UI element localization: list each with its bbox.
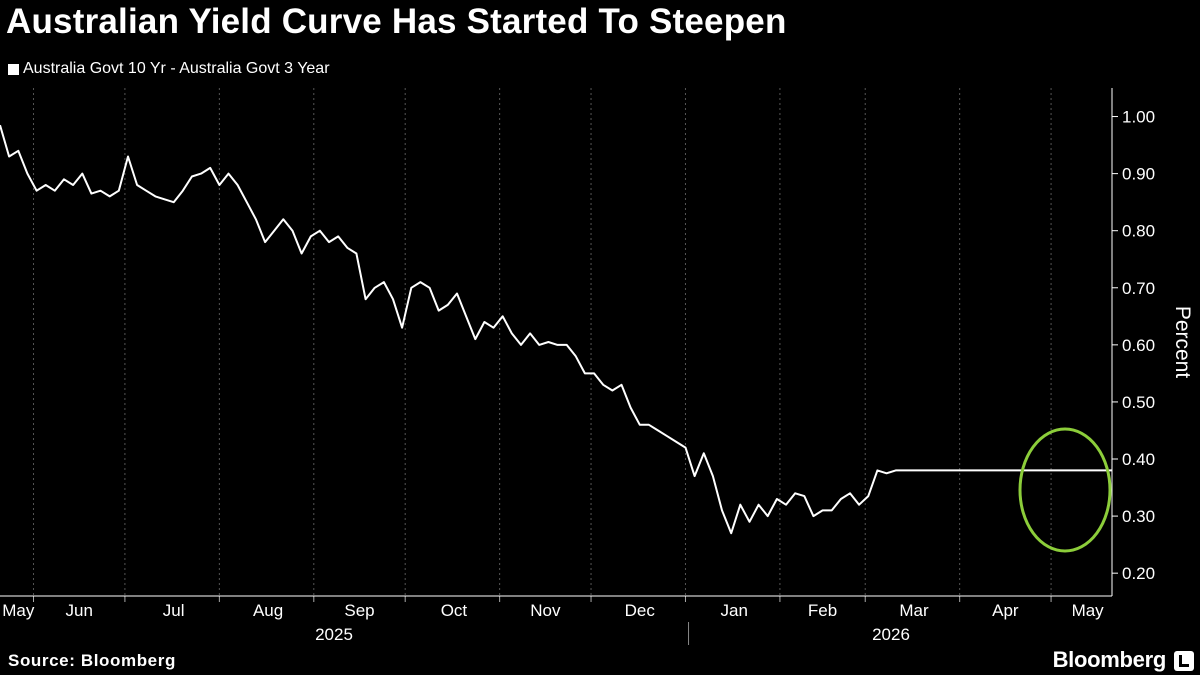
- bloomberg-logo: Bloomberg: [1052, 647, 1167, 672]
- series-line: [0, 124, 1112, 535]
- y-tick-label: 0.90: [1122, 165, 1155, 184]
- y-tick-label: 0.50: [1122, 393, 1155, 412]
- x-tick-label: Dec: [625, 601, 656, 620]
- highlight-ellipse: [1018, 427, 1112, 553]
- y-tick-label: 0.70: [1122, 279, 1155, 298]
- legend-swatch: [8, 63, 19, 75]
- source-note: Source: Bloomberg: [8, 651, 176, 670]
- legend-label: Australia Govt 10 Yr - Australia Govt 3 …: [23, 60, 330, 77]
- y-tick-label: 0.20: [1122, 564, 1155, 583]
- x-tick-label: Jul: [163, 601, 185, 620]
- y-axis-label: Percent: [1171, 306, 1194, 379]
- x-tick-label: Aug: [253, 601, 283, 620]
- year-label: 2026: [872, 625, 910, 644]
- x-tick-label: Nov: [530, 601, 561, 620]
- x-tick-label: Feb: [808, 601, 837, 620]
- year-label: 2025: [315, 625, 353, 644]
- x-tick-label: May: [2, 601, 35, 620]
- x-tick-label: Apr: [992, 601, 1019, 620]
- y-tick-label: 0.40: [1122, 450, 1155, 469]
- x-tick-label: Jun: [66, 601, 93, 620]
- x-tick-label: Mar: [899, 601, 929, 620]
- y-tick-label: 0.80: [1122, 222, 1155, 241]
- y-tick-label: 0.60: [1122, 336, 1155, 355]
- x-tick-label: May: [1072, 601, 1105, 620]
- y-tick-label: 1.00: [1122, 108, 1155, 127]
- x-tick-label: Sep: [344, 601, 374, 620]
- chart-title: Australian Yield Curve Has Started To St…: [6, 2, 787, 41]
- legend: Australia Govt 10 Yr - Australia Govt 3 …: [8, 60, 330, 78]
- x-tick-label: Jan: [721, 601, 748, 620]
- y-tick-label: 0.30: [1122, 507, 1155, 526]
- bloomberg-terminal-icon: [1174, 651, 1194, 671]
- x-tick-label: Oct: [441, 601, 468, 620]
